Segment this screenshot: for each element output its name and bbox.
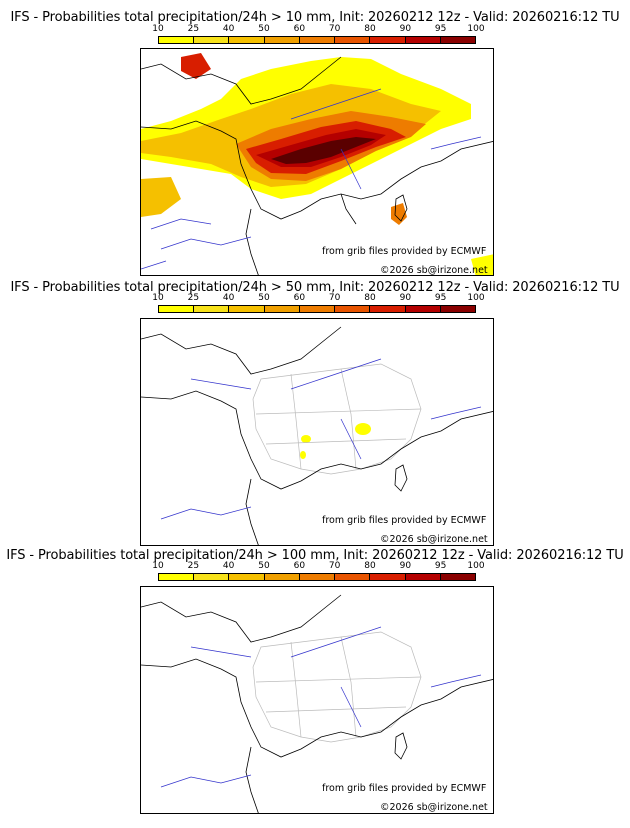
precip-field-svg [141, 326, 493, 545]
colorbar-swatch [159, 574, 195, 580]
precip-field-svg [141, 53, 493, 275]
coastline [141, 56, 493, 275]
precip-field-svg [141, 594, 493, 813]
colorbar-tick-label: 40 [222, 561, 235, 571]
colorbar-tick-label: 80 [364, 561, 376, 571]
colorbar-swatch [159, 37, 195, 43]
rivers [160, 626, 482, 788]
colorbar-swatch [194, 574, 230, 580]
colorbar-tick-label: 50 [258, 561, 270, 571]
colorbar-tick-label: 25 [187, 24, 200, 34]
colorbar-swatch [335, 306, 371, 312]
colorbar-swatch [159, 306, 195, 312]
colorbar-swatch [335, 574, 371, 580]
coastline [141, 326, 493, 545]
coastline [141, 594, 493, 813]
precip-probability-field [141, 53, 493, 275]
panel-3-map: from grib files provided by ECMWF ©2026 … [140, 586, 494, 814]
copyright: ©2026 sb@irizone.net [380, 534, 488, 545]
colorbar-tick-label: 25 [187, 293, 200, 303]
colorbar-tick-label: 90 [399, 293, 412, 303]
colorbar-tick-label: 50 [258, 293, 270, 303]
colorbar-tick-label: 10 [152, 24, 164, 34]
colorbar-tick-label: 100 [467, 561, 485, 571]
colorbar-swatch [370, 37, 406, 43]
precip-probability-field [300, 423, 371, 459]
panel-1-colorbar: 10 25 40 50 60 70 80 90 95 100 [152, 24, 485, 44]
colorbar-swatch [194, 306, 230, 312]
colorbar-swatch [440, 306, 475, 312]
colorbar-ticks: 10 25 40 50 60 70 80 90 95 100 [152, 293, 484, 304]
colorbar-swatch [299, 306, 336, 312]
colorbar-tick-label: 70 [328, 561, 341, 571]
colorbar-swatch [405, 306, 441, 312]
colorbar-swatch [299, 574, 336, 580]
colorbar-tick-label: 100 [467, 24, 485, 34]
colorbar-tick-label: 40 [222, 24, 235, 34]
colorbar-tick-label: 60 [293, 561, 306, 571]
colorbar-swatches [158, 305, 476, 313]
colorbar-tick-label: 50 [258, 24, 270, 34]
colorbar-tick-label: 95 [434, 293, 447, 303]
data-credit: from grib files provided by ECMWF [322, 783, 487, 794]
colorbar-tick-label: 60 [293, 24, 306, 34]
colorbar-swatch [264, 574, 300, 580]
admin-boundaries [252, 631, 422, 743]
data-credit: from grib files provided by ECMWF [322, 515, 487, 526]
colorbar-swatch [229, 306, 265, 312]
colorbar-tick-label: 95 [434, 561, 447, 571]
colorbar-tick-label: 40 [222, 293, 235, 303]
colorbar-swatch [194, 37, 230, 43]
colorbar-tick-label: 95 [434, 24, 447, 34]
colorbar-swatches [158, 36, 476, 44]
colorbar-tick-label: 80 [364, 293, 376, 303]
colorbar-swatches [158, 573, 476, 581]
colorbar-swatch [440, 574, 475, 580]
colorbar-tick-label: 10 [152, 293, 164, 303]
colorbar-swatch [370, 574, 406, 580]
colorbar-tick-label: 80 [364, 24, 376, 34]
copyright: ©2026 sb@irizone.net [380, 802, 488, 813]
panel-1-title: IFS - Probabilities total precipitation/… [10, 10, 620, 25]
colorbar-swatch [440, 37, 475, 43]
colorbar-tick-label: 70 [328, 293, 341, 303]
colorbar-tick-label: 70 [328, 24, 341, 34]
colorbar-tick-label: 10 [152, 561, 164, 571]
colorbar-tick-label: 90 [399, 24, 412, 34]
colorbar-swatch [264, 37, 300, 43]
data-credit: from grib files provided by ECMWF [322, 246, 487, 257]
admin-boundaries [252, 363, 422, 475]
colorbar-tick-label: 60 [293, 293, 306, 303]
colorbar-swatch [264, 306, 300, 312]
copyright: ©2026 sb@irizone.net [380, 265, 488, 276]
colorbar-swatch [405, 574, 441, 580]
panel-3-title: IFS - Probabilities total precipitation/… [6, 548, 624, 563]
panel-3-colorbar: 10 25 40 50 60 70 80 90 95 100 [152, 561, 485, 581]
colorbar-swatch [299, 37, 336, 43]
panel-2-colorbar: 10 25 40 50 60 70 80 90 95 100 [152, 293, 485, 313]
colorbar-tick-label: 90 [399, 561, 412, 571]
colorbar-tick-label: 25 [187, 561, 200, 571]
colorbar-swatch [229, 574, 265, 580]
colorbar-ticks: 10 25 40 50 60 70 80 90 95 100 [152, 561, 484, 572]
colorbar-swatch [229, 37, 265, 43]
rivers [141, 88, 482, 270]
colorbar-ticks: 10 25 40 50 60 70 80 90 95 100 [152, 24, 484, 35]
rivers [160, 358, 482, 520]
colorbar-tick-label: 100 [467, 293, 485, 303]
colorbar-swatch [370, 306, 406, 312]
panel-2-title: IFS - Probabilities total precipitation/… [10, 280, 620, 295]
panel-1-map: from grib files provided by ECMWF ©2026 … [140, 48, 494, 276]
colorbar-swatch [405, 37, 441, 43]
panel-2-map: from grib files provided by ECMWF ©2026 … [140, 318, 494, 546]
colorbar-swatch [335, 37, 371, 43]
